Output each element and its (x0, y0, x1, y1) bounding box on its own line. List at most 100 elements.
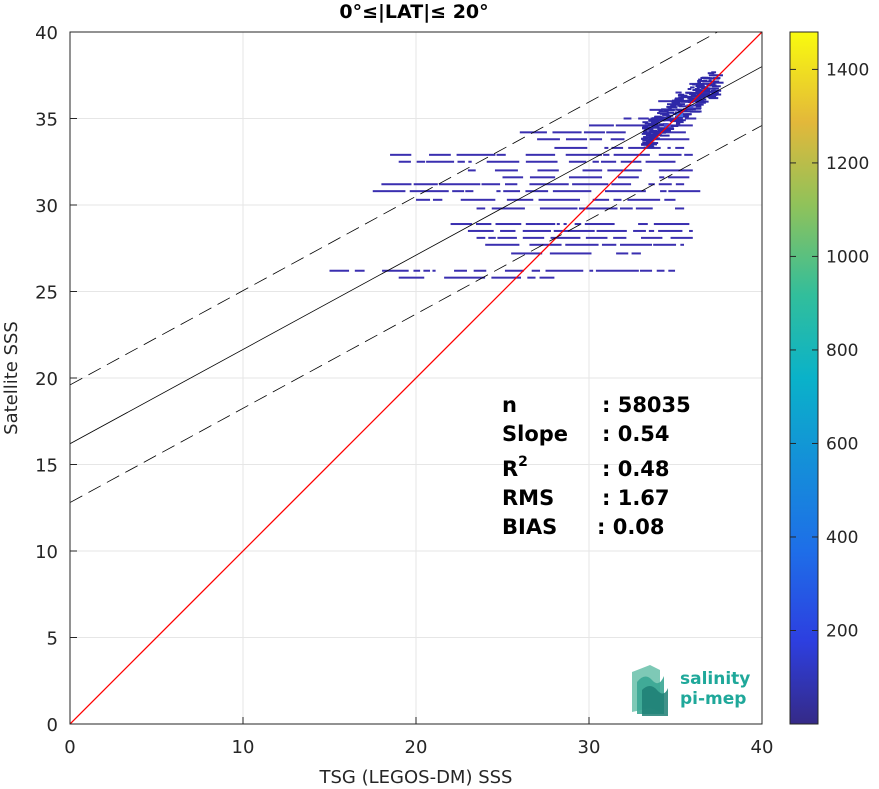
density-bin (676, 119, 683, 122)
density-bin (678, 96, 689, 99)
density-bin (596, 229, 627, 232)
x-tick-label: 10 (232, 737, 255, 758)
density-bin (653, 223, 690, 226)
density-bin (651, 134, 659, 137)
density-bin (610, 138, 625, 141)
density-bin (565, 243, 599, 246)
density-bin (537, 169, 559, 172)
density-bin (648, 142, 659, 145)
density-bin (633, 229, 646, 232)
stats-box: n : 58035 Slope : 0.54 R2 : 0.48 RMS : 1… (502, 393, 691, 539)
density-bin (707, 72, 712, 75)
density-bin (525, 160, 558, 163)
density-bin (550, 236, 581, 239)
density-bin (661, 108, 672, 111)
density-bin (668, 269, 676, 272)
density-bin (556, 223, 560, 226)
density-bin (527, 276, 536, 279)
density-bin (669, 124, 693, 127)
density-bin (432, 269, 436, 272)
density-bin (675, 183, 685, 186)
density-bin (450, 223, 473, 226)
density-bin (696, 94, 704, 97)
density-bin (701, 98, 706, 101)
density-bin (671, 106, 678, 109)
density-bin (668, 190, 701, 193)
chart-title: 0°≤|LAT|≤ 20° (339, 1, 488, 23)
density-bin (646, 143, 657, 146)
density-bin (678, 93, 685, 96)
density-bin (604, 146, 609, 149)
density-bin (671, 101, 681, 104)
density-bin (454, 269, 467, 272)
plot-area: 0 10 20 30 40 0 5 10 15 20 25 30 35 40 (35, 23, 773, 758)
density-bin (697, 81, 701, 84)
density-bin (648, 229, 655, 232)
density-bin (648, 183, 655, 186)
density-bin (680, 100, 688, 103)
y-tick-label: 20 (35, 369, 58, 390)
density-bin (500, 229, 516, 232)
density-bin (667, 146, 671, 149)
density-bin (647, 138, 690, 141)
density-bin (491, 276, 522, 279)
density-bin (537, 138, 560, 141)
density-bin (658, 229, 683, 232)
density-bin (452, 190, 465, 193)
density-bin (690, 94, 700, 97)
density-bin (641, 132, 652, 135)
density-bin (585, 236, 608, 239)
density-bin (601, 243, 617, 246)
regression-line (70, 66, 762, 445)
density-bin (700, 93, 711, 96)
density-bin (607, 169, 642, 172)
density-bin (465, 190, 474, 193)
density-bin (495, 223, 522, 226)
colorbar: 200 400 600 800 1000 1200 1400 (789, 31, 869, 725)
density-bin (554, 146, 588, 149)
density-bin (642, 139, 647, 142)
density-bin (659, 134, 670, 137)
density-bin (658, 123, 668, 126)
density-bin (615, 124, 650, 127)
density-bin (642, 121, 649, 124)
density-bin (658, 153, 682, 156)
density-bin (476, 223, 492, 226)
density-bin (553, 229, 595, 232)
stat-rms-value: : 1.67 (602, 486, 670, 510)
density-bin (605, 190, 646, 193)
density-bin (667, 106, 675, 109)
density-bin (503, 190, 521, 193)
density-bin (664, 198, 676, 201)
density-bin (668, 176, 690, 179)
y-axis: 0 5 10 15 20 25 30 35 40 (35, 23, 77, 736)
density-bin (706, 84, 717, 87)
density-bin (653, 117, 683, 120)
density-bin (649, 133, 658, 136)
density-bin (699, 95, 708, 98)
density-bin (658, 183, 672, 186)
density-bin (669, 127, 674, 130)
density-bin (649, 129, 658, 132)
x-tick-label: 0 (64, 737, 75, 758)
density-bin (712, 81, 724, 84)
stat-r2-value: : 0.48 (602, 457, 670, 481)
density-bin (538, 198, 580, 201)
density-bin (676, 111, 683, 114)
regression-lower-line (70, 125, 762, 503)
regression-upper-line (70, 32, 719, 386)
density-bin (699, 91, 711, 94)
density-bin (651, 137, 655, 140)
density-bin (438, 183, 481, 186)
colorbar-tick-label: 1400 (826, 60, 869, 80)
density-bin (606, 131, 626, 134)
density-bin (603, 153, 610, 156)
density-bin (711, 91, 719, 94)
density-bin (696, 88, 701, 91)
density-bin (708, 83, 716, 86)
density-bin (708, 80, 720, 83)
density-bin (697, 100, 709, 103)
density-bin (572, 183, 609, 186)
density-bin (496, 153, 506, 156)
